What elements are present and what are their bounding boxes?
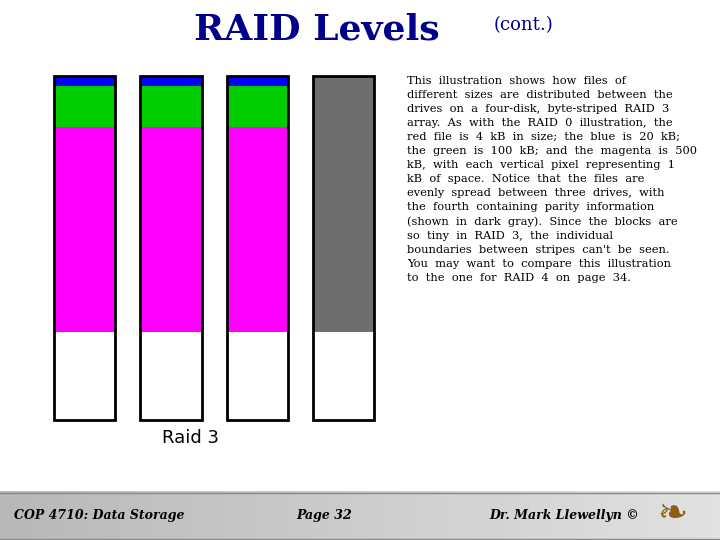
Bar: [54, 127, 115, 332]
Text: Dr. Mark Llewellyn ©: Dr. Mark Llewellyn ©: [490, 509, 639, 522]
Text: RAID Levels: RAID Levels: [194, 12, 440, 46]
Bar: [140, 86, 202, 127]
Bar: [140, 332, 202, 420]
Bar: [140, 76, 202, 86]
Bar: [54, 76, 115, 86]
Text: This  illustration  shows  how  files  of
different  sizes  are  distributed  be: This illustration shows how files of dif…: [407, 76, 697, 283]
Text: ❧: ❧: [657, 497, 688, 531]
Bar: [140, 127, 202, 332]
Bar: [313, 76, 374, 332]
Bar: [140, 76, 202, 420]
Bar: [54, 86, 115, 127]
Text: Raid 3: Raid 3: [162, 429, 220, 447]
Bar: [54, 332, 115, 420]
Bar: [54, 76, 115, 420]
Bar: [227, 76, 288, 420]
Text: Page 32: Page 32: [296, 509, 352, 522]
Bar: [227, 332, 288, 420]
Text: COP 4710: Data Storage: COP 4710: Data Storage: [14, 509, 185, 522]
Bar: [54, 76, 115, 420]
Bar: [313, 332, 374, 420]
Bar: [140, 76, 202, 420]
Text: (cont.): (cont.): [493, 16, 553, 33]
Bar: [313, 76, 374, 420]
Bar: [227, 76, 288, 86]
Bar: [227, 86, 288, 127]
Bar: [227, 127, 288, 332]
Bar: [313, 76, 374, 420]
Bar: [227, 76, 288, 420]
